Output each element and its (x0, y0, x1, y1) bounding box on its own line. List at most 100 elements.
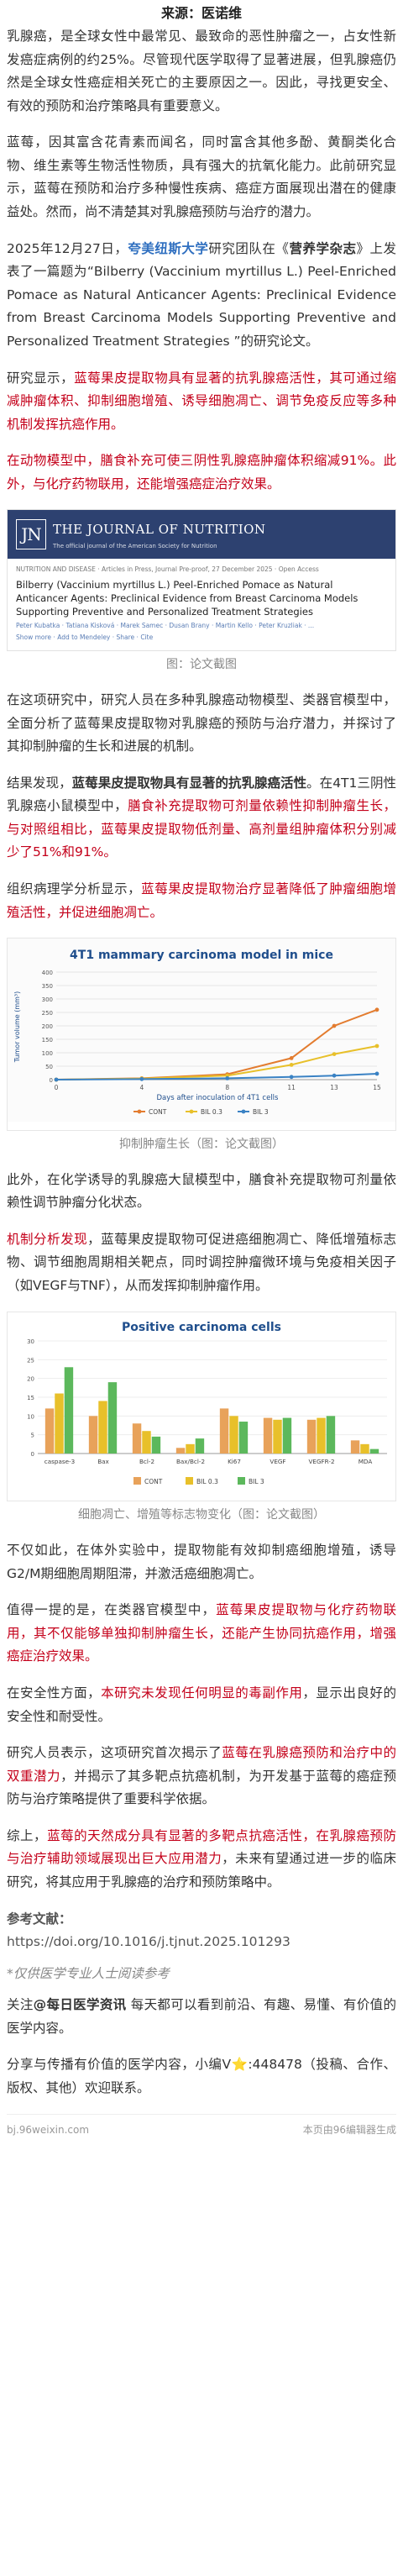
follow-line: 关注@每日医学资讯 每天都可以看到前沿、有趣、易懂、有价值的医学内容。 (7, 1997, 396, 2036)
chart1-ytick: 400 (42, 970, 53, 976)
chart2-ytick: 5 (31, 1432, 34, 1438)
chart2-bar (273, 1419, 282, 1454)
caption-markers: 细胞凋亡、增殖等标志物变化（图：论文截图） (78, 1508, 325, 1522)
journal-meta: NUTRITION AND DISEASE · Articles in Pres… (16, 565, 319, 574)
chart2-category-label: VEGFR-2 (308, 1458, 334, 1465)
caption-tumor-growth: 抑制肿瘤生长（图：论文截图） (119, 1137, 284, 1151)
chart2-bar (151, 1436, 161, 1454)
paragraph-conclusion: 综上，蓝莓的天然成分具有显著的多靶点抗癌活性，在乳腺癌预防与治疗辅助领域展现出巨… (7, 1827, 396, 1890)
chart1-ytick: 250 (42, 1010, 53, 1017)
chart2-category-label: MDA (359, 1458, 373, 1465)
chart2-ytick: 10 (27, 1413, 34, 1420)
chart1-legend-marker (189, 1109, 194, 1114)
chart2-legend-label: BIL 3 (249, 1478, 264, 1485)
chart1-ytick: 0 (50, 1077, 53, 1084)
chart2-bar (175, 1447, 186, 1454)
chart1-legend-marker (137, 1109, 142, 1114)
chart2-bar (369, 1448, 379, 1454)
paragraph-organoid: 值得一提的是，在类器官模型中，蓝莓果皮提取物与化疗药物联用，其不仅能够单独抑制肿… (7, 1602, 396, 1664)
chart2-bar (229, 1415, 238, 1454)
chart2-ytick: 30 (27, 1338, 34, 1345)
positive-cells-svg: Positive carcinoma cells 0 5 10 15 20 25 30 ca… (8, 1312, 395, 1493)
chart2-bar (55, 1393, 64, 1454)
chart1-point (289, 1056, 294, 1060)
professional-notice: *仅供医学专业人士阅读参考 (7, 1965, 170, 1981)
chart2-ytick: 25 (27, 1357, 34, 1364)
tumor-volume-svg: 4T1 mammary carcinoma model in mice Tumo… (8, 938, 395, 1122)
reference-title: 参考文献： (7, 1911, 72, 1927)
paragraph-rat-model: 此外，在化学诱导的乳腺癌大鼠模型中，膳食补充提取物可剂量依赖性调节肿瘤分化状态。 (7, 1171, 396, 1211)
chart1-ytick: 150 (42, 1037, 53, 1044)
chart2-legend-swatch (186, 1476, 193, 1485)
chart2-bar (186, 1443, 195, 1454)
reference-url[interactable]: https://doi.org/10.1016/j.tjnut.2025.101… (7, 1934, 290, 1950)
chart1-ytick: 100 (42, 1050, 53, 1057)
chart1-point (139, 1077, 144, 1081)
paragraph-blueberry: 蓝莓，因其富含花青素而闻名，同时富含其他多酚、黄酮类化合物、维生素等生物活性物质… (7, 134, 396, 220)
chart2-title: Positive carcinoma cells (122, 1321, 281, 1334)
journal-screenshot: JN THE JOURNAL OF NUTRITION The official… (7, 509, 396, 652)
journal-article-title: Bilberry (Vaccinium myrtillus L.) Peel-E… (16, 578, 359, 618)
journal-header: JN THE JOURNAL OF NUTRITION The official… (8, 510, 395, 560)
chart2-bar (132, 1422, 142, 1454)
chart1-xtick: 11 (287, 1084, 296, 1091)
chart1-point (289, 1063, 294, 1067)
chart2-bar (282, 1417, 292, 1454)
chart2-category-label: Bcl-2 (139, 1458, 154, 1465)
paragraph-method: 在这项研究中，研究人员在多种乳腺癌动物模型、类器官模型中，全面分析了蓝莓果皮提取… (7, 691, 396, 754)
chart1-ytick: 300 (42, 996, 53, 1003)
chart2-ytick: 15 (27, 1395, 34, 1401)
chart2-bar (326, 1415, 336, 1454)
chart1-ytick: 350 (42, 983, 53, 990)
chart1-ytick: 200 (42, 1023, 53, 1030)
chart1-point (332, 1073, 337, 1078)
footer-site[interactable]: bj.96weixin.com (7, 2123, 90, 2136)
chart1-xtick: 13 (330, 1084, 338, 1091)
tumor-volume-chart: 4T1 mammary carcinoma model in mice Tumo… (7, 938, 396, 1131)
article-source: 来源：医诺维 (160, 5, 242, 21)
chart2-bar (263, 1417, 273, 1454)
chart1-point (374, 1007, 379, 1012)
chart2-bar (98, 1401, 107, 1454)
university-name: 夸美纽斯大学 (128, 240, 209, 256)
paragraph-mechanism: 机制分析发现，蓝莓果皮提取物可促进癌细胞凋亡、降低增殖标志物、调节细胞周期相关靶… (7, 1231, 396, 1293)
chart1-xtick: 15 (373, 1084, 381, 1091)
journal-authors[interactable]: Peter Kubatka · Tatiana Kisková · Marek … (16, 621, 315, 629)
paragraph-findings: 研究显示，蓝莓果皮提取物具有显著的抗乳腺癌活性，其可通过缩减肿瘤体积、抑制细胞增… (7, 370, 396, 432)
chart2-bar (64, 1366, 74, 1454)
chart2-category-label: Bax/Bcl-2 (176, 1458, 205, 1465)
caption-paper: 图：论文截图 (166, 658, 237, 672)
account-name[interactable]: @每日医学资讯 (33, 1997, 127, 2013)
chart2-category-label: caspase-3 (44, 1458, 75, 1465)
chart1-point (289, 1075, 294, 1080)
chart2-legend-swatch (238, 1476, 245, 1485)
journal-tagline: The official journal of the American Soc… (53, 542, 217, 549)
chart1-legend-label: CONT (149, 1108, 167, 1116)
chart2-bar (44, 1407, 55, 1454)
chart2-bar (195, 1438, 205, 1454)
paragraph-intro: 乳腺癌，是全球女性中最常见、最致命的恶性肿瘤之一，占女性新发癌症病例的约25%。… (7, 29, 396, 113)
chart1-point (374, 1071, 379, 1076)
chart2-bar (238, 1421, 249, 1454)
chart2-ytick: 0 (31, 1451, 34, 1458)
chart1-point (54, 1077, 59, 1082)
chart1-legend-label: BIL 0.3 (201, 1108, 222, 1116)
chart1-ytick: 50 (45, 1064, 53, 1070)
journal-name: 营养学杂志 (289, 240, 357, 256)
chart2-bar (107, 1381, 118, 1454)
chart2-legend-label: CONT (144, 1478, 163, 1485)
chart1-xtick: 0 (55, 1084, 59, 1091)
chart2-bar (317, 1417, 326, 1454)
chart1-xtick: 8 (225, 1084, 229, 1091)
journal-links[interactable]: Show more · Add to Mendeley · Share · Ci… (16, 633, 154, 641)
editor-footer: bj.96weixin.com 本页由96编辑器生成 (7, 2113, 396, 2148)
chart2-bar (306, 1419, 317, 1454)
chart1-ylabel: Tumor volume (mm³) (13, 991, 21, 1063)
paragraph-results: 结果发现，蓝莓果皮提取物具有显著的抗乳腺癌活性。在4T1三阴性乳腺癌小鼠模型中，… (7, 775, 396, 860)
chart1-point (374, 1044, 379, 1049)
chart2-category-label: Bax (97, 1458, 109, 1465)
chart2-category-label: VEGF (270, 1458, 285, 1465)
chart2-ytick: 20 (27, 1375, 34, 1382)
chart2-bar (219, 1407, 229, 1454)
chart1-legend-marker (241, 1109, 246, 1114)
